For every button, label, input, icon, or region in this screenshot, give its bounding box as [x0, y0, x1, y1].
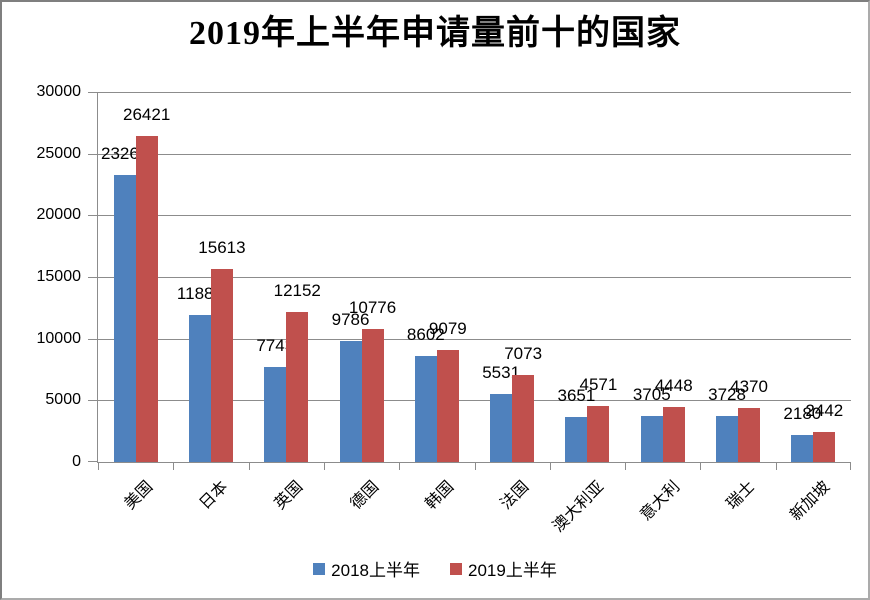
- x-axis-label: 意大利: [637, 478, 684, 525]
- x-axis-label: 韩国: [422, 478, 458, 513]
- bar: [113, 175, 136, 462]
- bar: [640, 416, 663, 462]
- x-axis-label: 新加坡: [787, 478, 834, 525]
- y-axis-label: 10000: [36, 329, 82, 347]
- value-label: 9786: [331, 310, 370, 330]
- legend-item-2018: 2018上半年: [313, 556, 420, 581]
- x-axis-tick: [399, 462, 401, 470]
- bar: [286, 312, 309, 462]
- bar: [813, 431, 836, 462]
- y-axis-label: 5000: [45, 391, 81, 409]
- value-label: 12152: [273, 281, 321, 301]
- legend-label-2018: 2018上半年: [331, 561, 420, 580]
- bar: [339, 341, 362, 462]
- value-label: 2442: [805, 400, 844, 420]
- x-axis-tick: [98, 462, 99, 470]
- bar: [512, 374, 535, 462]
- y-axis-tick: [88, 277, 98, 278]
- bar: [361, 329, 384, 462]
- x-axis-tick: [549, 462, 551, 470]
- value-label: 3705: [632, 385, 671, 405]
- bar: [414, 355, 437, 462]
- y-axis-tick: [88, 215, 98, 217]
- y-axis-tick: [88, 92, 98, 93]
- x-axis-label: 澳大利亚: [550, 478, 608, 536]
- x-axis-tick: [248, 462, 250, 470]
- bar: [490, 393, 513, 462]
- y-axis-label: 0: [72, 453, 81, 470]
- value-label: 4370: [730, 377, 768, 397]
- value-label: 3728: [708, 385, 746, 405]
- gridline: [98, 400, 851, 402]
- bar: [716, 416, 739, 462]
- y-axis-tick: [88, 338, 98, 340]
- bar: [135, 136, 158, 462]
- gridline: [98, 92, 851, 93]
- bar: [188, 315, 211, 462]
- legend-item-2019: 2019上半年: [450, 556, 557, 581]
- value-label: 26421: [123, 105, 171, 125]
- gridline: [98, 277, 851, 278]
- x-axis-tick: [474, 462, 476, 470]
- gridline: [98, 153, 851, 155]
- legend-label-2019: 2019上半年: [468, 561, 557, 580]
- bar: [587, 405, 610, 462]
- x-axis-label: 美国: [121, 478, 156, 513]
- x-axis-tick: [323, 462, 325, 470]
- value-label: 3651: [557, 385, 596, 405]
- legend-swatch-2018-icon: [313, 562, 326, 575]
- value-label: 7073: [504, 343, 543, 363]
- y-axis-label: 25000: [36, 144, 82, 162]
- y-axis-tick: [88, 400, 98, 402]
- x-axis-tick: [850, 462, 851, 470]
- gridline: [98, 215, 851, 217]
- x-axis-label: 德国: [347, 478, 382, 513]
- x-axis-label: 法国: [497, 478, 533, 513]
- bar: [436, 350, 459, 462]
- bar: [662, 407, 685, 462]
- y-axis-label: 30000: [36, 83, 82, 100]
- legend-swatch-2019-icon: [450, 562, 462, 575]
- legend: 2018上半年 2019上半年: [2, 556, 868, 581]
- y-axis-tick: [88, 153, 98, 155]
- plot-area: 0 5000 10000 15000 20000 25000 30000 23263 11885…: [37, 83, 851, 536]
- x-axis-label: 日本: [196, 478, 232, 513]
- x-axis-label: 英国: [271, 478, 307, 513]
- bar: [565, 416, 588, 462]
- x-axis-tick: [625, 462, 627, 470]
- chart-title: 2019年上半年申请量前十的国家: [189, 15, 681, 52]
- bar: [264, 366, 287, 462]
- value-label: 7743: [256, 335, 295, 355]
- value-label: 9079: [428, 319, 467, 339]
- value-label: 8602: [406, 324, 445, 344]
- x-axis-label: 瑞士: [723, 478, 759, 513]
- x-axis-tick: [700, 462, 702, 470]
- gridline: [98, 338, 851, 340]
- value-label: 15613: [198, 238, 246, 258]
- value-label: 5531: [482, 362, 521, 382]
- bar: [738, 408, 761, 462]
- bar: [791, 435, 814, 462]
- value-label: 10776: [348, 298, 397, 318]
- bar: [210, 269, 233, 462]
- value-label: 4571: [579, 374, 618, 394]
- x-axis-tick: [173, 462, 175, 470]
- y-axis-tick: [88, 461, 98, 462]
- x-axis-tick: [775, 462, 777, 470]
- value-label: 4448: [654, 376, 693, 396]
- y-axis-label: 15000: [36, 268, 82, 285]
- y-axis-label: 20000: [36, 206, 82, 224]
- value-label: 2180: [783, 404, 822, 424]
